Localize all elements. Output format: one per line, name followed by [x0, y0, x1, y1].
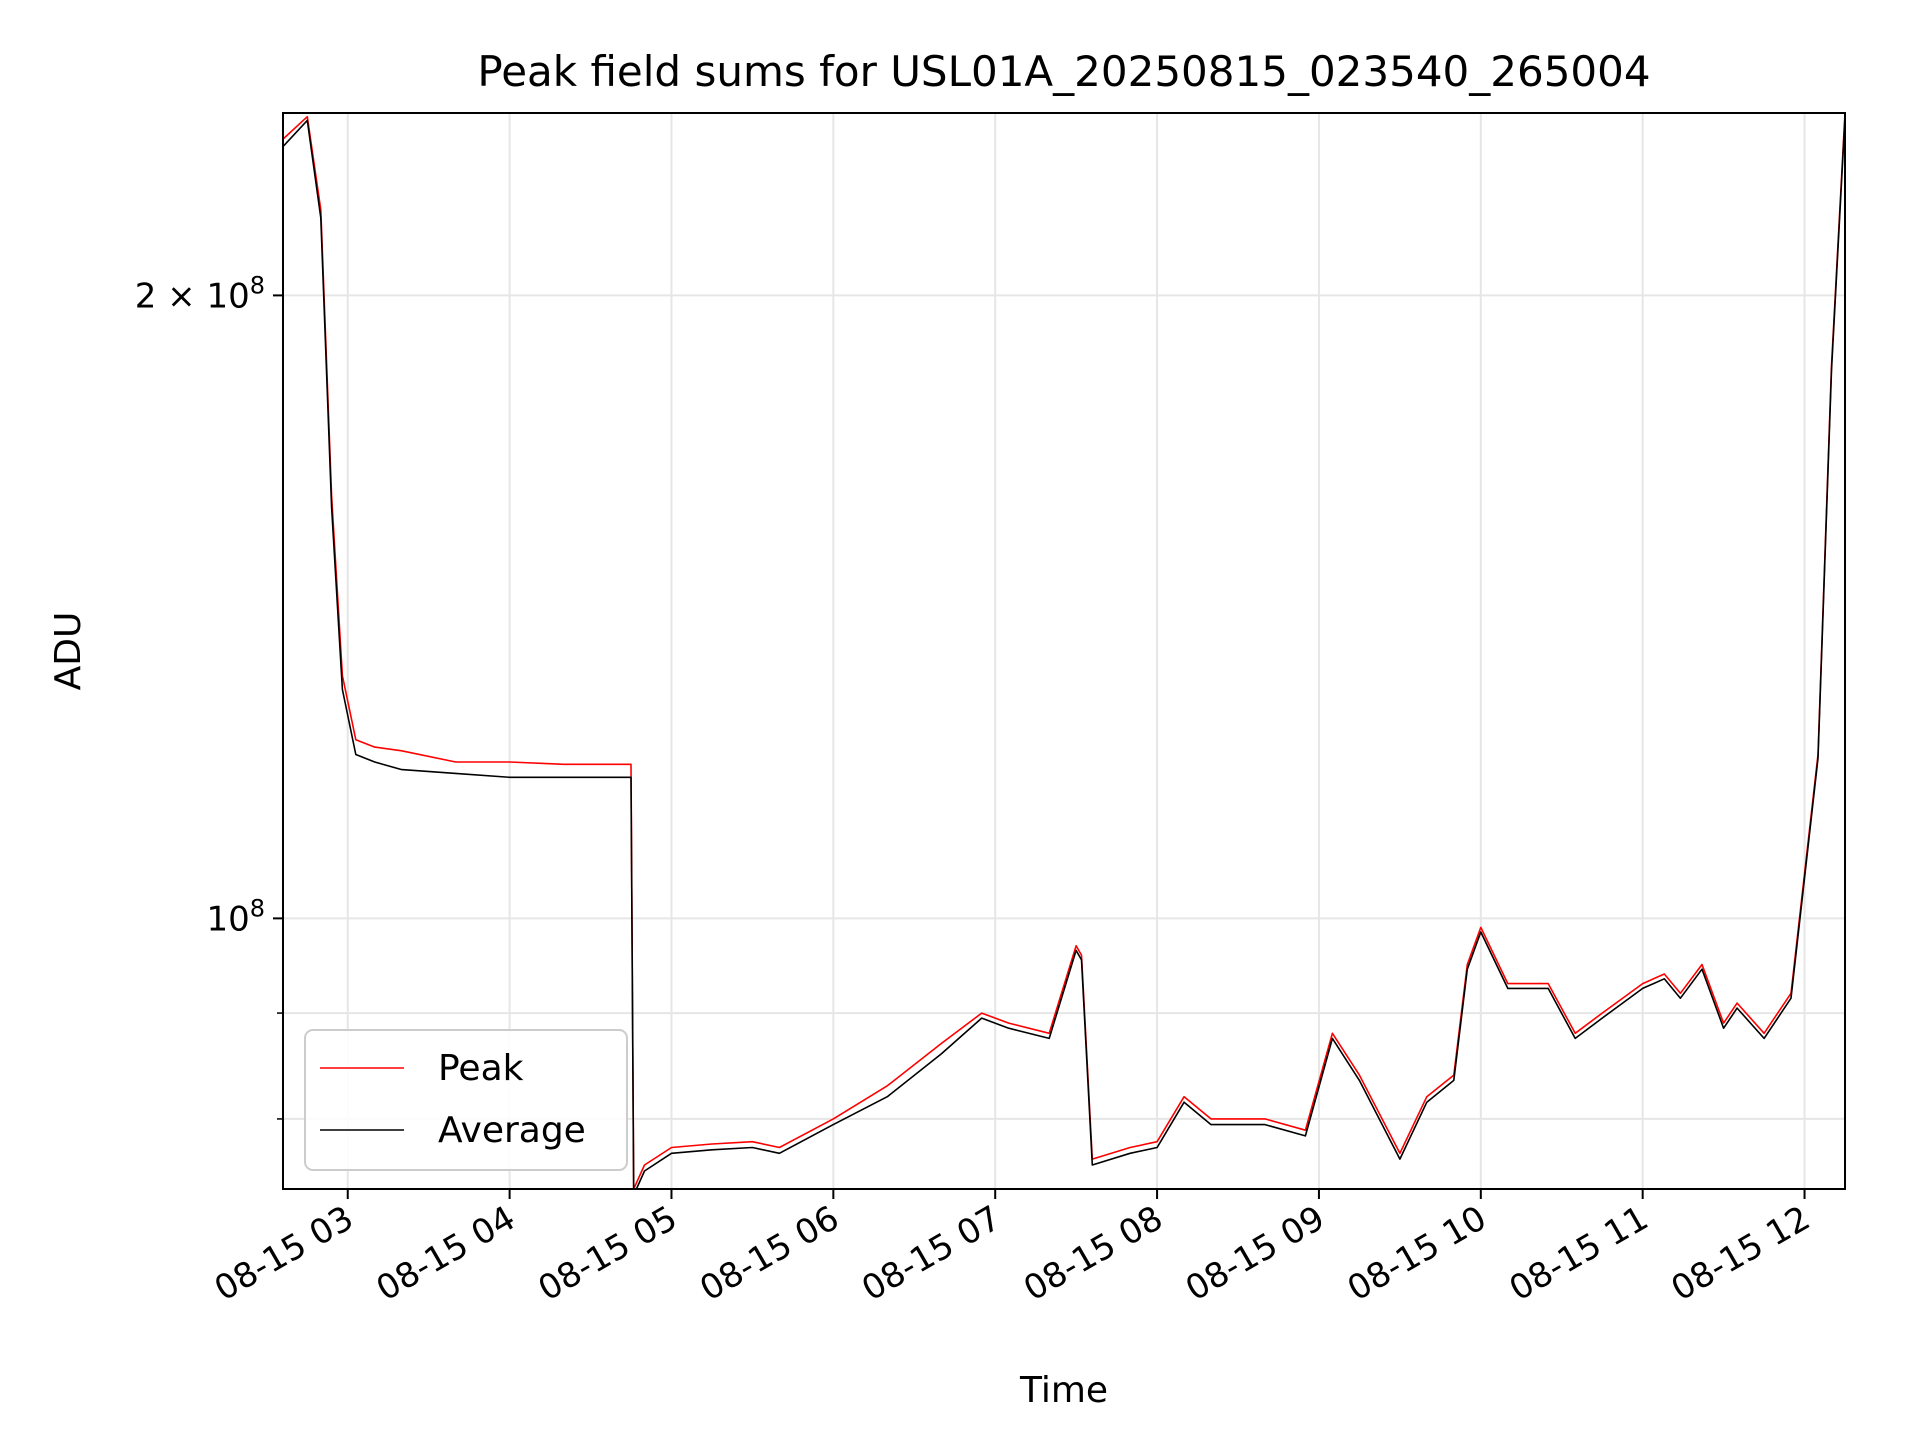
legend-label-peak: Peak — [438, 1048, 524, 1089]
series-line-average — [283, 116, 1845, 1189]
chart-title: Peak field sums for USL01A_20250815_0235… — [477, 47, 1650, 96]
x-axis-label: Time — [1019, 1370, 1108, 1411]
series-group — [283, 113, 1845, 1189]
y-tick-label: 2 × 108 — [135, 271, 265, 316]
legend-label-average: Average — [438, 1110, 586, 1151]
legend: Peak Average — [304, 1029, 628, 1171]
y-axis-label: ADU — [48, 612, 89, 691]
y-tick-label: 108 — [206, 894, 265, 939]
legend-box — [304, 1029, 628, 1171]
grid-lines — [283, 113, 1845, 1189]
series-line-peak — [283, 113, 1845, 1189]
y-axis-ticks: 108 2 × 108 — [135, 271, 283, 1120]
plot-frame — [282, 112, 1846, 1190]
